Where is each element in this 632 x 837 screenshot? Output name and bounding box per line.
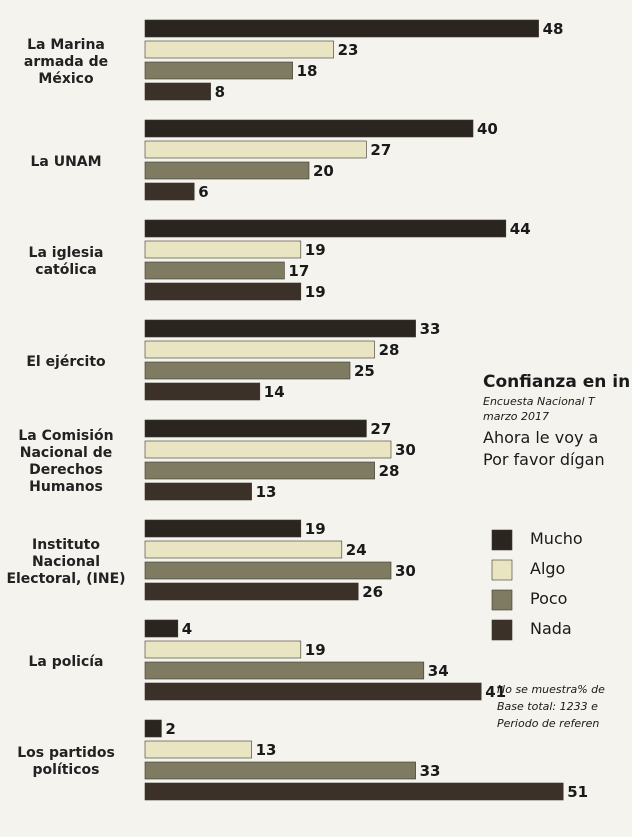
legend-swatch bbox=[491, 589, 513, 611]
bar bbox=[144, 261, 285, 280]
value-label: 25 bbox=[354, 362, 375, 380]
value-label: 34 bbox=[428, 662, 449, 680]
bar bbox=[144, 340, 375, 359]
value-label: 19 bbox=[305, 283, 326, 301]
bar bbox=[144, 361, 351, 380]
legend-label: Algo bbox=[530, 559, 566, 578]
value-label: 2 bbox=[165, 720, 175, 738]
value-label: 40 bbox=[477, 120, 498, 138]
date: marzo 2017 bbox=[483, 410, 549, 423]
bar bbox=[144, 182, 195, 201]
bar bbox=[144, 240, 302, 259]
category-label: La iglesia católica bbox=[28, 245, 104, 278]
value-label: 30 bbox=[395, 562, 416, 580]
value-label: 24 bbox=[346, 541, 367, 559]
value-label: 51 bbox=[567, 783, 588, 801]
category-label: La Marina armada de México bbox=[23, 36, 109, 87]
category-label: La policía bbox=[28, 653, 104, 670]
value-label: 30 bbox=[395, 441, 416, 459]
legend-label: Nada bbox=[530, 619, 572, 638]
value-label: 14 bbox=[264, 383, 285, 401]
legend-label: Poco bbox=[530, 589, 568, 608]
bar bbox=[144, 561, 392, 580]
chart-title: Confianza en in bbox=[483, 372, 631, 392]
value-label: 8 bbox=[215, 83, 225, 101]
note: Periodo de referen bbox=[497, 717, 600, 730]
value-label: 19 bbox=[305, 641, 326, 659]
value-label: 19 bbox=[305, 241, 326, 259]
bar bbox=[144, 619, 179, 638]
bar bbox=[144, 382, 261, 401]
bar bbox=[144, 761, 416, 780]
legend-swatch bbox=[491, 559, 513, 581]
bar bbox=[144, 140, 367, 159]
subtitle: Encuesta Nacional T bbox=[483, 395, 595, 408]
value-label: 17 bbox=[288, 262, 309, 280]
bar bbox=[144, 419, 367, 438]
value-label: 6 bbox=[198, 183, 208, 201]
question: Ahora le voy a bbox=[483, 428, 599, 447]
bar bbox=[144, 640, 302, 659]
bar bbox=[144, 740, 252, 759]
value-label: 27 bbox=[370, 420, 391, 438]
bar bbox=[144, 682, 482, 701]
bar bbox=[144, 19, 539, 38]
bar bbox=[144, 161, 310, 180]
value-label: 26 bbox=[362, 583, 383, 601]
note: Base total: 1233 e bbox=[497, 700, 598, 713]
value-label: 23 bbox=[338, 41, 359, 59]
category-label: El ejército bbox=[26, 353, 106, 370]
value-label: 20 bbox=[313, 162, 334, 180]
bar bbox=[144, 519, 302, 538]
value-label: 33 bbox=[420, 762, 441, 780]
question: Por favor dígan bbox=[483, 450, 605, 469]
bar bbox=[144, 119, 474, 138]
value-label: 19 bbox=[305, 520, 326, 538]
category-label: La UNAM bbox=[30, 153, 102, 170]
category-label: Instituto Nacional Electoral, (INE) bbox=[6, 536, 126, 587]
bar bbox=[144, 40, 334, 59]
value-label: 41 bbox=[485, 683, 506, 701]
bar bbox=[144, 661, 425, 680]
bar bbox=[144, 440, 392, 459]
bar bbox=[144, 61, 293, 80]
value-label: 28 bbox=[379, 341, 400, 359]
value-label: 28 bbox=[379, 462, 400, 480]
bar bbox=[144, 219, 507, 238]
value-label: 13 bbox=[256, 741, 277, 759]
bar bbox=[144, 319, 416, 338]
value-label: 27 bbox=[370, 141, 391, 159]
legend-label: Mucho bbox=[530, 529, 583, 548]
bar bbox=[144, 482, 252, 501]
bar bbox=[144, 719, 162, 738]
legend-swatch bbox=[491, 619, 513, 641]
bar bbox=[144, 282, 302, 301]
category-label: La Comisión Nacional de Derechos Humanos bbox=[18, 428, 114, 495]
bar bbox=[144, 461, 375, 480]
bar bbox=[144, 82, 211, 101]
value-label: 33 bbox=[420, 320, 441, 338]
bar bbox=[144, 782, 564, 801]
note: No se muestra% de bbox=[497, 683, 605, 696]
legend-swatch bbox=[491, 529, 513, 551]
bar bbox=[144, 540, 343, 559]
value-label: 18 bbox=[297, 62, 318, 80]
value-label: 48 bbox=[543, 20, 564, 38]
value-label: 44 bbox=[510, 220, 531, 238]
bar bbox=[144, 582, 359, 601]
value-label: 4 bbox=[182, 620, 192, 638]
value-label: 13 bbox=[256, 483, 277, 501]
category-label: Los partidos políticos bbox=[17, 745, 115, 778]
